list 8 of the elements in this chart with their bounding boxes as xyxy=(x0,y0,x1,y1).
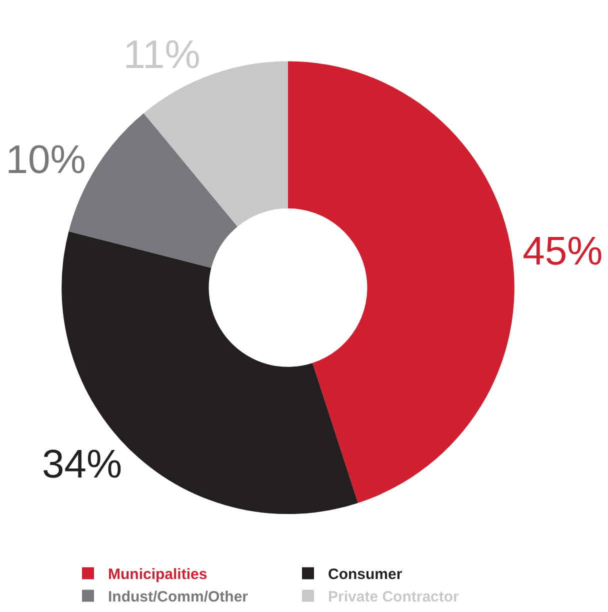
legend-label: Indust/Comm/Other xyxy=(108,588,248,606)
data-label: 34% xyxy=(42,442,122,486)
data-label: 11% xyxy=(123,33,200,78)
data-label: 45% xyxy=(522,230,603,274)
legend-label: Consumer xyxy=(328,566,402,584)
legend-label: Municipalities xyxy=(108,566,208,584)
legend-label: Private Contractor xyxy=(328,588,460,606)
data-label: 10% xyxy=(6,138,86,182)
